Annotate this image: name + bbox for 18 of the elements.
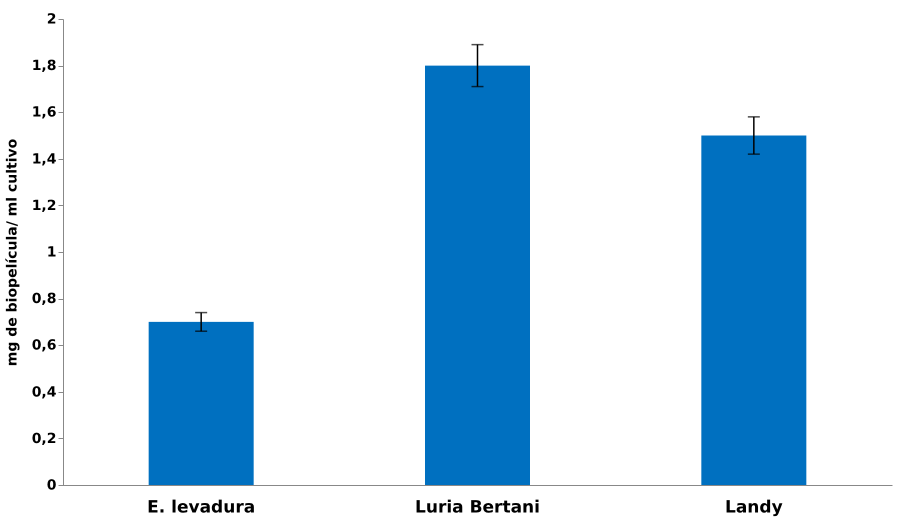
y-axis-title: mg de biopelícula/ ml cultivo — [4, 138, 21, 366]
y-tick-label: 1,6 — [32, 104, 56, 121]
y-tick-label: 0,2 — [32, 430, 56, 447]
bar — [701, 136, 806, 485]
x-tick-label: E. levadura — [147, 498, 256, 518]
y-tick-label: 0,8 — [32, 291, 56, 308]
y-tick-label: 1,2 — [32, 198, 56, 214]
y-tick-label: 1,4 — [32, 151, 57, 168]
bar — [148, 322, 254, 485]
y-tick-label: 1,8 — [32, 58, 56, 74]
y-tick-label: 0,4 — [32, 384, 57, 400]
x-tick-label: Landy — [724, 498, 783, 518]
bar — [424, 66, 530, 485]
y-tick-label: 1 — [46, 244, 56, 260]
y-tick-label: 0 — [46, 478, 57, 494]
x-tick-label: Luria Bertani — [415, 498, 540, 518]
y-tick-label: 0,6 — [32, 338, 56, 354]
y-tick-label: 2 — [46, 12, 56, 28]
